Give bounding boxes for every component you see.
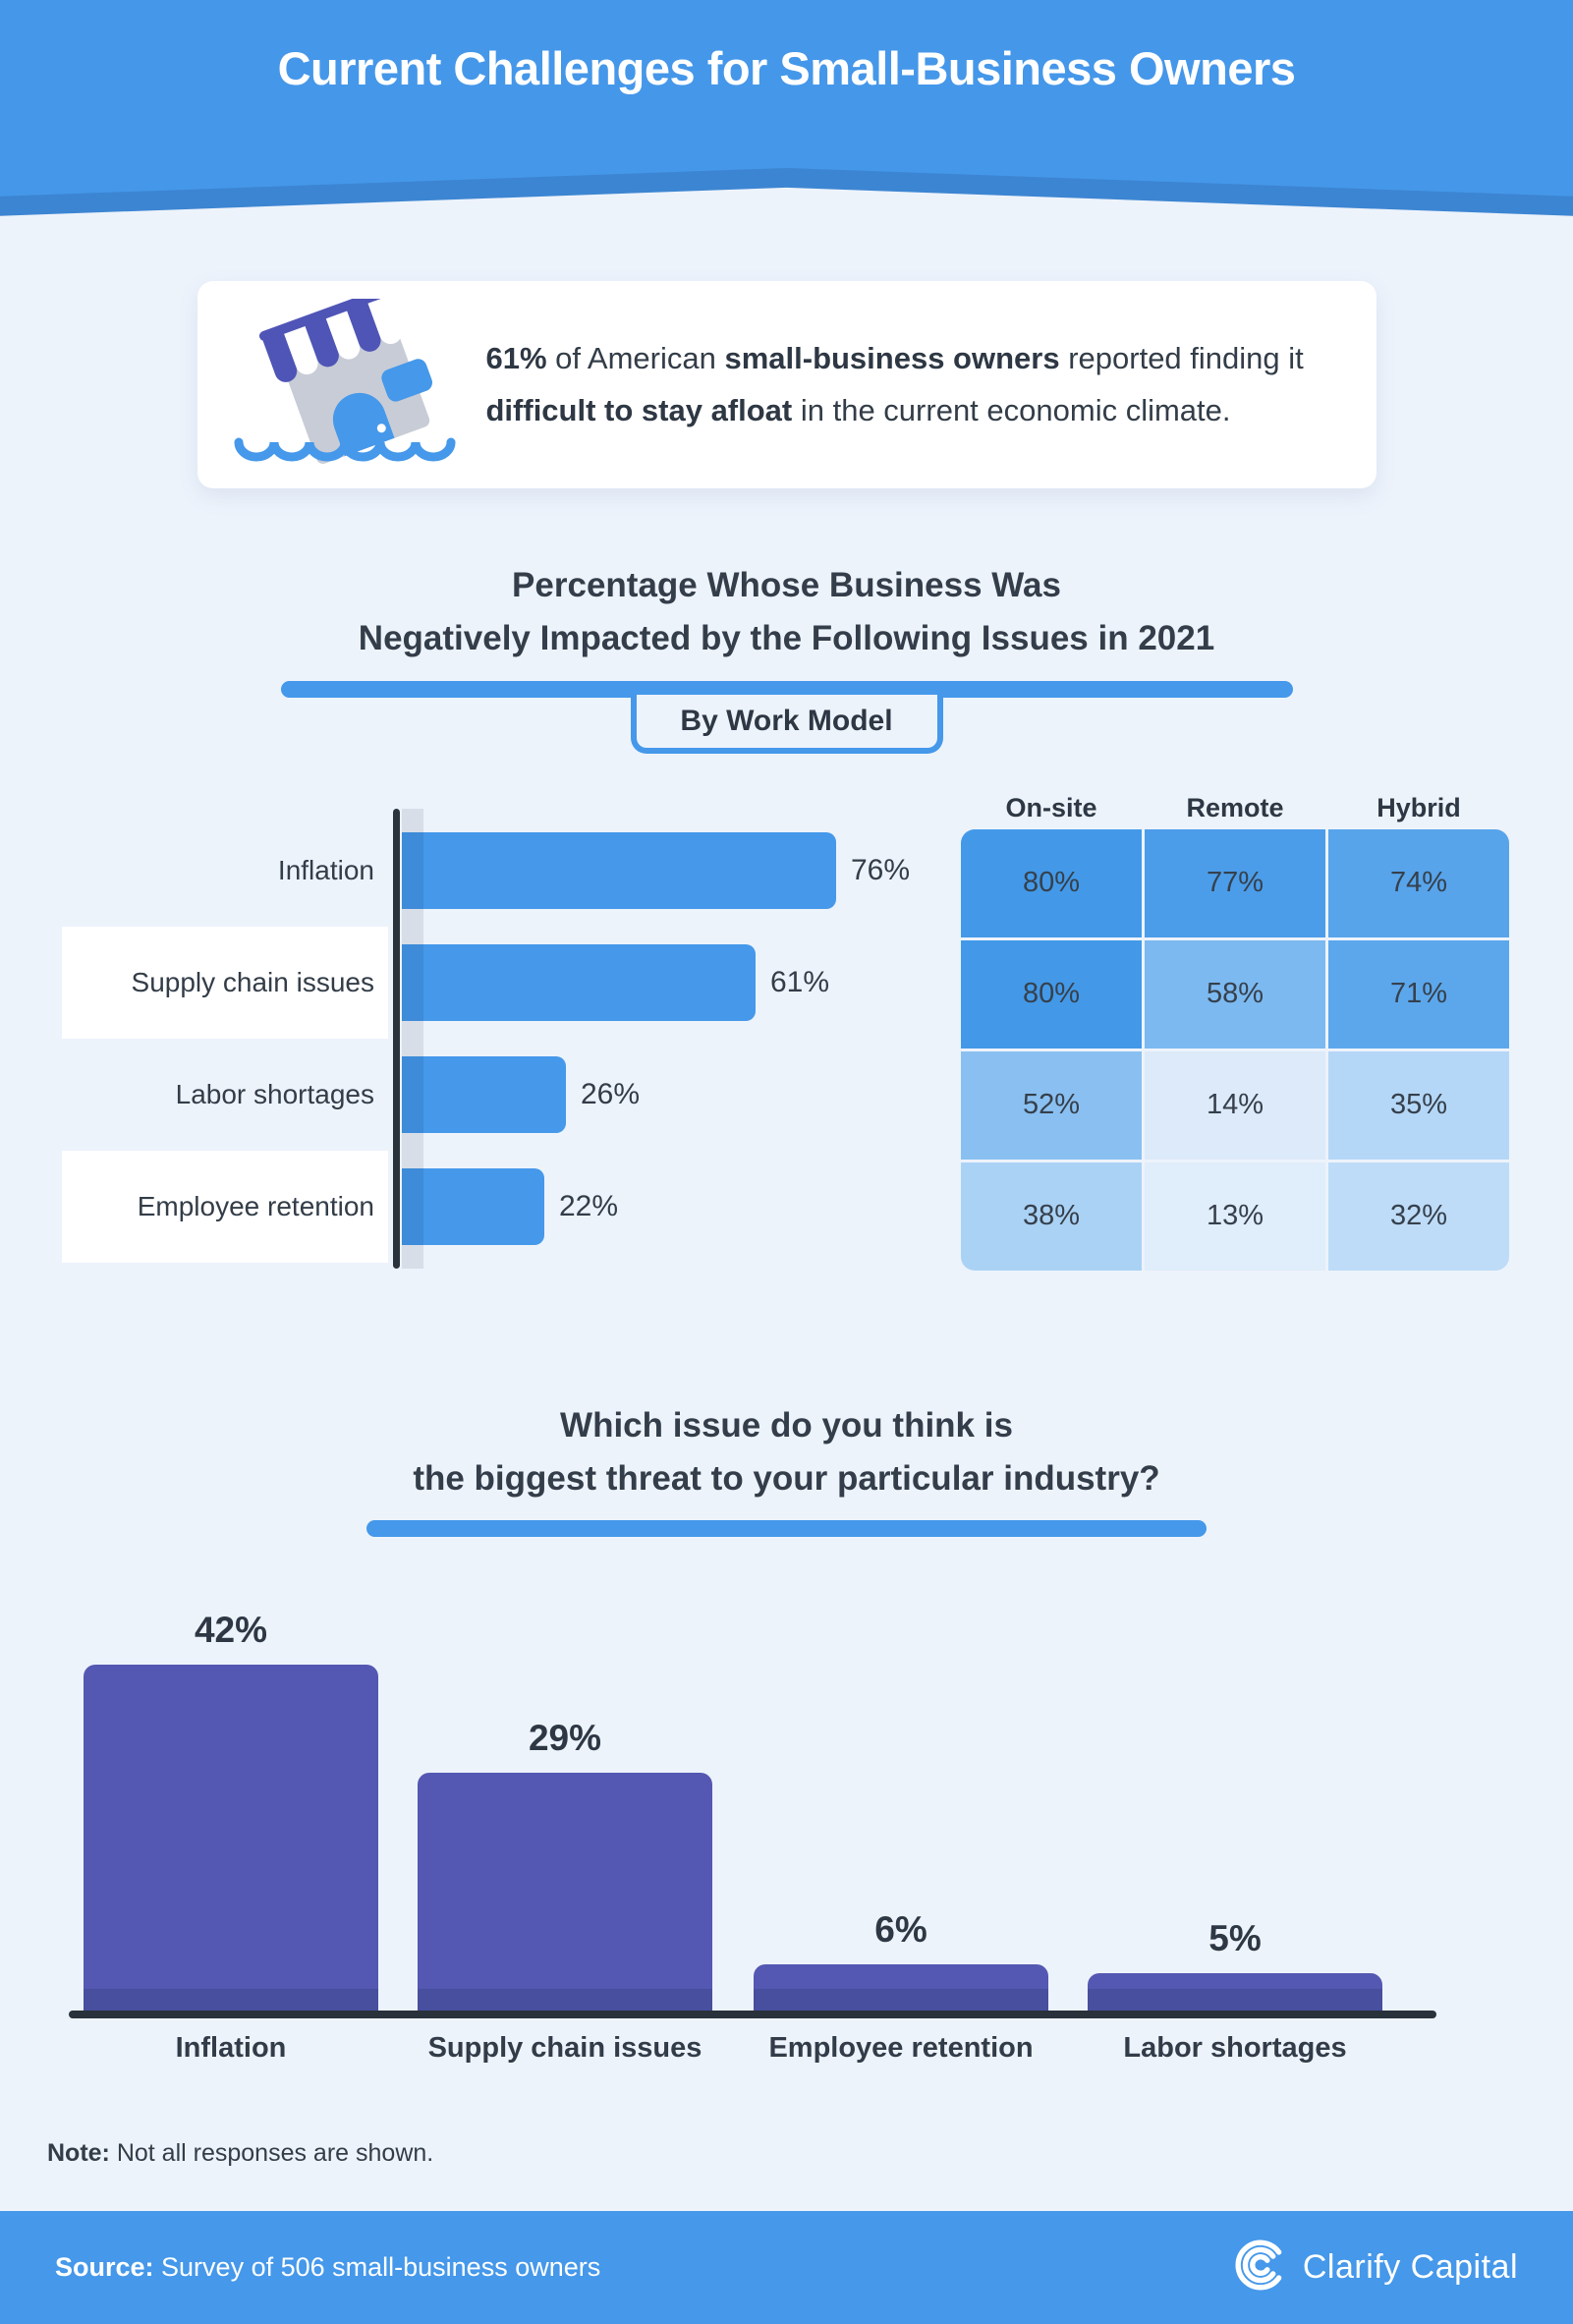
callout-segment: in the current economic climate. — [792, 392, 1231, 427]
source-body: Survey of 506 small-business owners — [153, 2252, 601, 2282]
section1-title-line2: Negatively Impacted by the Following Iss… — [358, 619, 1215, 658]
note-body: Not all responses are shown. — [109, 2139, 434, 2167]
bar-shade — [402, 831, 423, 909]
header: Current Challenges for Small-Business Ow… — [0, 0, 1573, 218]
bar — [402, 1055, 566, 1133]
bar-value-label: 29% — [528, 1718, 602, 1758]
bar-category-label: Inflation — [175, 2032, 287, 2064]
footer: Source: Survey of 506 small-business own… — [0, 2211, 1573, 2324]
chart1-axis — [393, 808, 400, 1269]
heatmap-cell: 80% — [961, 828, 1142, 937]
bar-value-label: 5% — [1208, 1918, 1262, 1958]
bar-category-label: Inflation — [277, 854, 374, 885]
bar-category-label: Labor shortages — [175, 1078, 374, 1109]
heatmap-cell: 32% — [1328, 1162, 1509, 1271]
sinking-storefront-icon — [231, 287, 457, 471]
bar — [1088, 1973, 1382, 2014]
bar-category-label: Employee retention — [768, 2032, 1034, 2064]
threat-bar-chart: 42% Inflation 29% Supply chain issues 6% Empl… — [0, 1588, 1573, 2084]
row-stripe — [62, 926, 388, 1039]
heatmap-cell: 52% — [961, 1050, 1142, 1160]
work-model-badge-label: By Work Model — [680, 704, 893, 737]
heatmap-column-header: Remote — [1186, 792, 1284, 822]
heatmap-cell: 13% — [1145, 1162, 1325, 1271]
bar-shade — [402, 943, 423, 1021]
bar-category-label: Labor shortages — [1123, 2032, 1347, 2064]
chart1-track — [402, 808, 423, 1269]
heatmap-cell: 14% — [1145, 1050, 1325, 1160]
source-text: Source: Survey of 506 small-business own… — [55, 2252, 600, 2283]
heatmap-cell: 58% — [1145, 939, 1325, 1049]
bar-base-shade — [1088, 1989, 1382, 2014]
bar — [418, 1773, 712, 2014]
work-model-badge: By Work Model — [630, 694, 943, 754]
bar-value-label: 22% — [559, 1189, 619, 1222]
header-background — [0, 0, 1573, 197]
bar — [402, 943, 756, 1021]
heatmap-cell: 77% — [1145, 828, 1325, 937]
bar-value-label: 6% — [874, 1909, 927, 1950]
callout-segment: of American — [546, 340, 725, 375]
heatmap-column-header: On-site — [1005, 792, 1097, 822]
section-work-model: Percentage Whose Business Was Negatively… — [0, 559, 1573, 1289]
callout-segment: 61% — [485, 340, 547, 375]
bar-base-shade — [84, 1989, 378, 2014]
bar-shade — [402, 1167, 423, 1245]
heatmap-cell: 38% — [961, 1162, 1142, 1271]
section2-title-line2: the biggest threat to your particular in… — [413, 1458, 1160, 1498]
callout-text: 61% of American small-business owners re… — [486, 333, 1337, 436]
row-stripe — [62, 1150, 388, 1263]
heatmap-cell: 35% — [1328, 1050, 1509, 1160]
source-label: Source: — [55, 2252, 154, 2282]
bar — [402, 831, 836, 909]
callout-segment: difficult to stay afloat — [485, 392, 793, 427]
callout-card: 61% of American small-business owners re… — [197, 281, 1376, 488]
bar-base-shade — [754, 1989, 1048, 2014]
note-text: Note: Not all responses are shown. — [47, 2139, 1573, 2168]
chart2-axis — [69, 2011, 1436, 2018]
note-label: Note: — [47, 2139, 110, 2167]
section2-title-line1: Which issue do you think is — [560, 1405, 1013, 1445]
bar-value-label: 42% — [194, 1610, 268, 1650]
bar-value-label: 26% — [581, 1077, 641, 1110]
bar-value-label: 61% — [770, 965, 830, 998]
heatmap-column-header: Hybrid — [1376, 792, 1461, 822]
heatmap-cell: 80% — [961, 939, 1142, 1049]
work-model-heatmap: On-site Remote Hybrid 80% 77% 74% 80% 58% 71% 52… — [961, 793, 1511, 1271]
callout-segment: reported finding it — [1059, 340, 1304, 375]
section1-title: Percentage Whose Business Was Negatively… — [0, 559, 1573, 666]
bar-category-label: Employee retention — [137, 1190, 374, 1221]
page-title: Current Challenges for Small-Business Ow… — [277, 42, 1296, 94]
clarify-capital-logo-icon — [1232, 2237, 1289, 2298]
brand-name: Clarify Capital — [1302, 2248, 1518, 2286]
bar — [402, 1167, 544, 1245]
bar-category-label: Supply chain issues — [131, 966, 374, 997]
bar — [84, 1665, 378, 2014]
heatmap-cell: 71% — [1328, 939, 1509, 1049]
section-biggest-threat: Which issue do you think is the biggest … — [0, 1399, 1573, 2085]
bar-shade — [402, 1055, 423, 1133]
section1-divider — [280, 680, 1293, 698]
bar-category-label: Supply chain issues — [427, 2032, 702, 2064]
brand: Clarify Capital — [1232, 2237, 1518, 2298]
bar — [754, 1964, 1048, 2014]
section2-title: Which issue do you think is the biggest … — [0, 1399, 1573, 1506]
section1-title-line1: Percentage Whose Business Was — [512, 566, 1061, 604]
impact-bar-chart: On-site Remote Hybrid 80% 77% 74% 80% 58% 71% 52… — [62, 793, 1511, 1289]
section2-divider — [366, 1520, 1207, 1537]
bar-base-shade — [418, 1989, 712, 2014]
bar-value-label: 76% — [851, 853, 911, 886]
heatmap-cell: 74% — [1328, 828, 1509, 937]
callout-segment: small-business owners — [724, 340, 1060, 375]
